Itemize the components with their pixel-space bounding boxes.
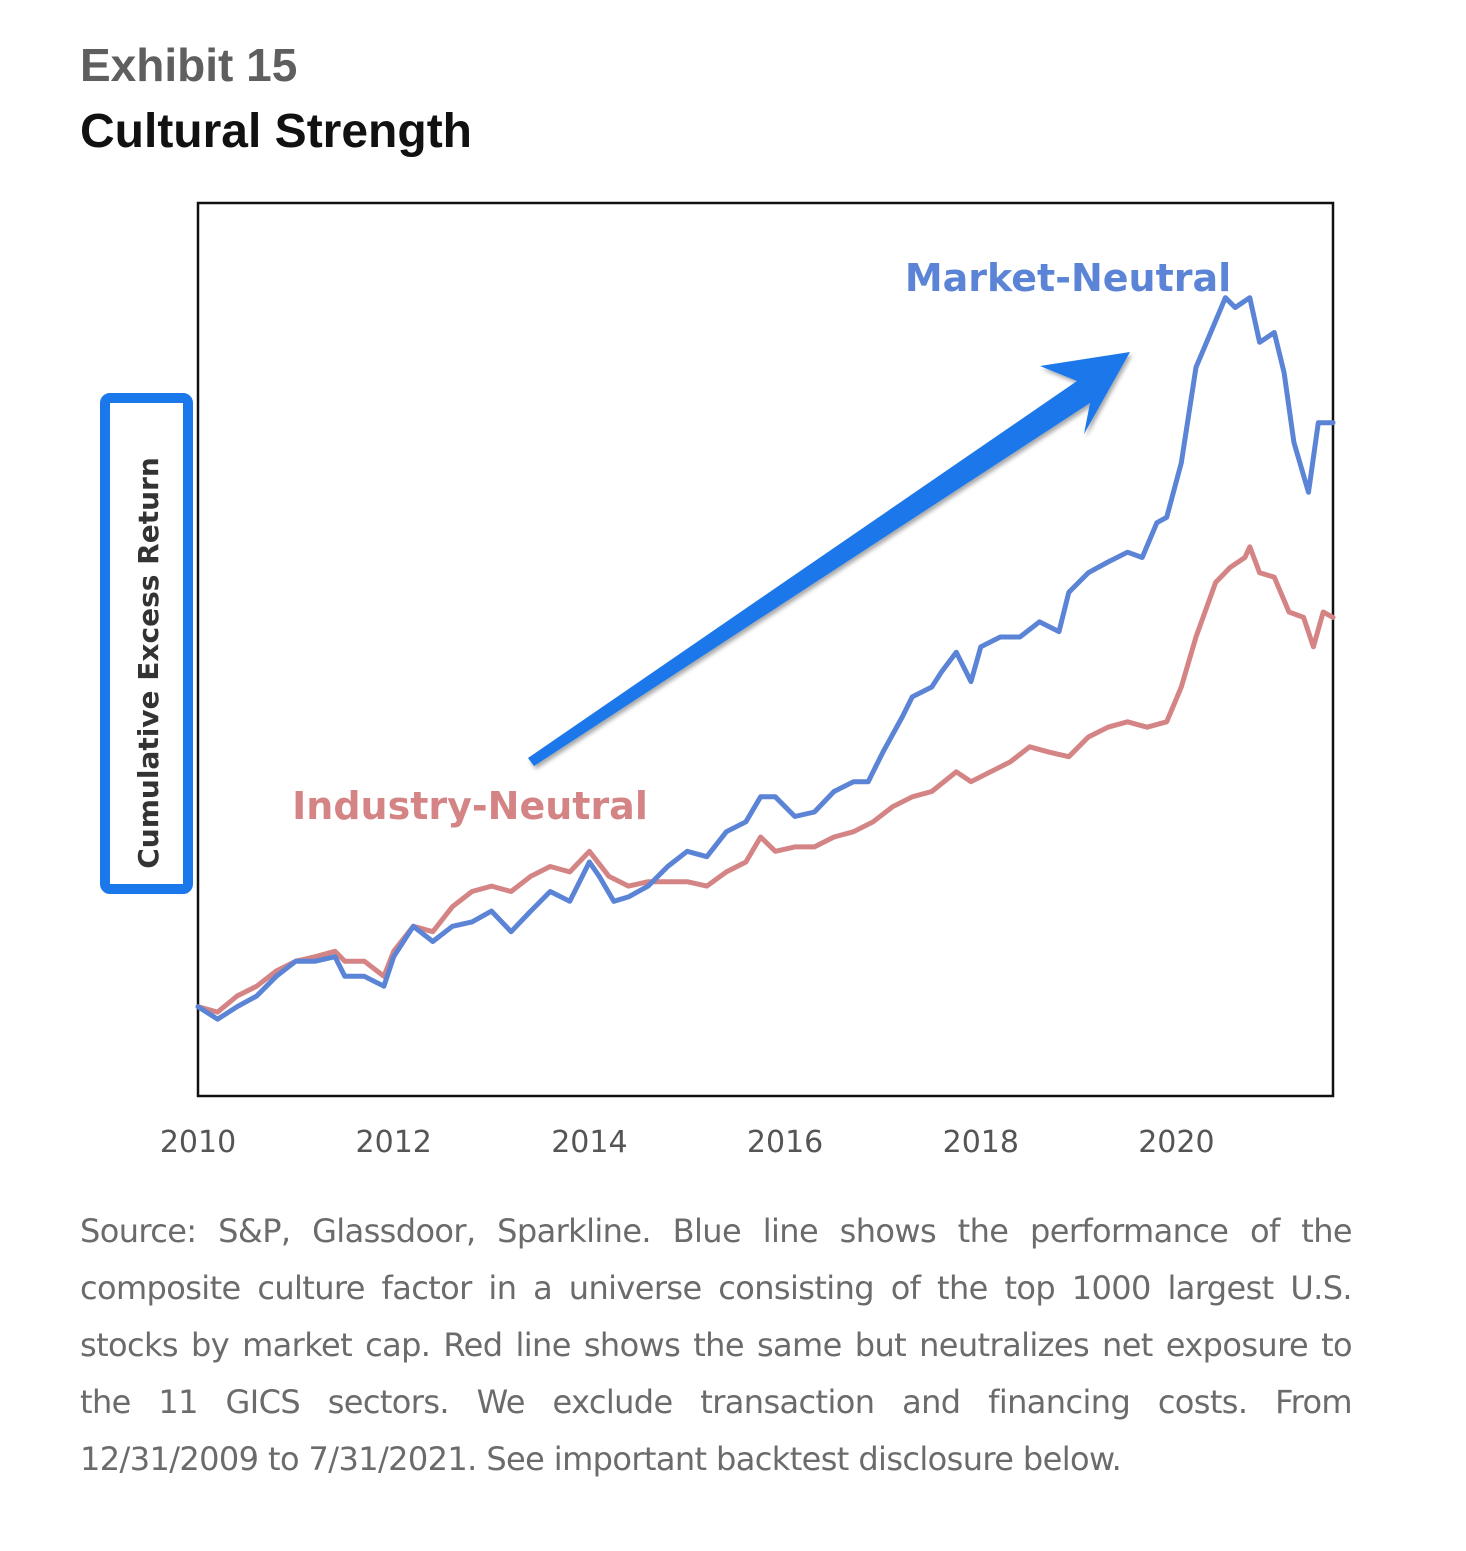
x-axis-tick-labels: 2010 2012 2014 2016 2018 2020 <box>160 1125 1215 1160</box>
industry-neutral-label: Industry-Neutral <box>292 784 648 828</box>
exhibit-number: Exhibit 15 <box>80 39 298 91</box>
plot-frame <box>196 201 1335 1098</box>
line-chart: Market-Neutral Industry-Neutral Cumulati… <box>100 201 1336 1160</box>
x-tick-label-2018: 2018 <box>943 1125 1019 1160</box>
source-caption: Source: S&P, Glassdoor, Sparkline. Blue … <box>80 1212 1353 1478</box>
x-tick-label-2016: 2016 <box>747 1125 823 1160</box>
x-tick-label-2012: 2012 <box>356 1125 432 1160</box>
ylabel-highlight-box <box>100 393 193 894</box>
chart-title: Cultural Strength <box>80 105 472 158</box>
series-layer <box>195 295 1336 1022</box>
market-neutral-label: Market-Neutral <box>905 256 1231 300</box>
y-axis-label: Cumulative Excess Return <box>132 457 165 869</box>
x-tick-label-2014: 2014 <box>551 1125 627 1160</box>
x-tick-label-2020: 2020 <box>1138 1125 1214 1160</box>
x-tick-label-2010: 2010 <box>160 1125 236 1160</box>
series-line-market-neutral <box>195 295 1336 1022</box>
trend-arrow <box>528 352 1130 766</box>
